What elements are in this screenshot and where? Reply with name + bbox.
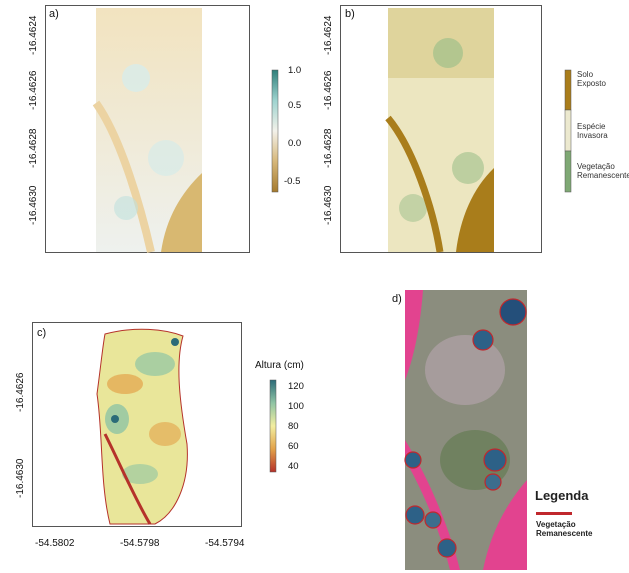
panel-b-label: b) — [345, 8, 355, 20]
panel-d-legend-line — [536, 512, 572, 515]
panel-c-cb-title: Altura (cm) — [255, 360, 304, 371]
panel-c-xtick-2: -54.5794 — [205, 538, 245, 549]
panel-b-legend-class-2-line2: Remanescente — [577, 171, 629, 180]
panel-d-legend-title: Legenda — [535, 488, 589, 503]
panel-a-ytick-0: -16.4624 — [28, 15, 39, 55]
panel-d-legend-item: Vegetação Remanescente — [536, 520, 592, 538]
panel-c-ytick-0: -16.4626 — [15, 372, 26, 412]
panel-b-legend-class-1-line1: Espécie — [577, 122, 606, 131]
panel-c-map — [96, 328, 188, 525]
panel-a-cb-tick-2: 0.0 — [288, 138, 302, 149]
panel-a-cb-tick-0: 1.0 — [288, 65, 302, 76]
panel-c-cb-tick-4: 40 — [288, 461, 299, 472]
panel-a-cb-tick-3: -0.5 — [284, 176, 301, 187]
panel-d-legend-item-line2: Remanescente — [536, 529, 593, 538]
panel-d-image — [404, 290, 527, 570]
panel-c-xtick-1: -54.5798 — [120, 538, 160, 549]
panel-c-cb-tick-3: 60 — [288, 441, 299, 452]
panel-b-ytick-1: -16.4626 — [323, 70, 334, 110]
panel-b-ytick-2: -16.4628 — [323, 128, 334, 168]
panel-b-legend-class-1-line2: Invasora — [577, 131, 608, 140]
panel-a-colorbar — [271, 69, 279, 193]
panel-c: c) -16.4626 -16.4630 -54.5802 -54.5798 -… — [0, 300, 330, 573]
panel-a-ytick-1: -16.4626 — [28, 70, 39, 110]
panel-c-colorbar — [269, 379, 277, 473]
panel-b-legend-class-2-line1: Vegetação — [577, 162, 615, 171]
panel-b-ytick-0: -16.4624 — [323, 15, 334, 55]
panel-c-cb-tick-1: 100 — [288, 401, 304, 412]
panel-c-xtick-0: -54.5802 — [35, 538, 75, 549]
panel-a-ytick-2: -16.4628 — [28, 128, 39, 168]
panel-a-ytick-3: -16.4630 — [28, 185, 39, 225]
panel-a-cb-tick-1: 0.5 — [288, 100, 302, 111]
panel-b-legend-class-0-line2: Exposto — [577, 79, 606, 88]
panel-b-map — [385, 8, 494, 253]
panel-b: b) -16.4624 -16.4626 -16.4628 -16.4630 S… — [315, 0, 629, 270]
panel-b-legend-class-0: Solo Exposto — [577, 70, 606, 88]
panel-b-legend-bar — [564, 69, 572, 193]
panel-a: a) -16.4624 -16.4626 -16.4628 -16.4630 1… — [0, 0, 315, 270]
panel-a-map — [92, 8, 202, 253]
panel-b-legend-class-0-line1: Solo — [577, 70, 594, 79]
panel-c-cb-tick-0: 120 — [288, 381, 304, 392]
panel-b-legend-class-1: Espécie Invasora — [577, 122, 608, 140]
panel-a-label: a) — [49, 8, 59, 20]
panel-c-ytick-1: -16.4630 — [15, 458, 26, 498]
panel-b-legend-class-2: Vegetação Remanescente — [577, 162, 629, 180]
panel-c-label: c) — [37, 327, 47, 339]
panel-d-legend-item-line1: Vegetação — [536, 520, 576, 529]
panel-c-cb-tick-2: 80 — [288, 421, 299, 432]
panel-d-label: d) — [392, 293, 402, 305]
panel-b-ytick-3: -16.4630 — [323, 185, 334, 225]
panel-d: d) Legenda Vegetação Remanescente — [380, 285, 629, 573]
